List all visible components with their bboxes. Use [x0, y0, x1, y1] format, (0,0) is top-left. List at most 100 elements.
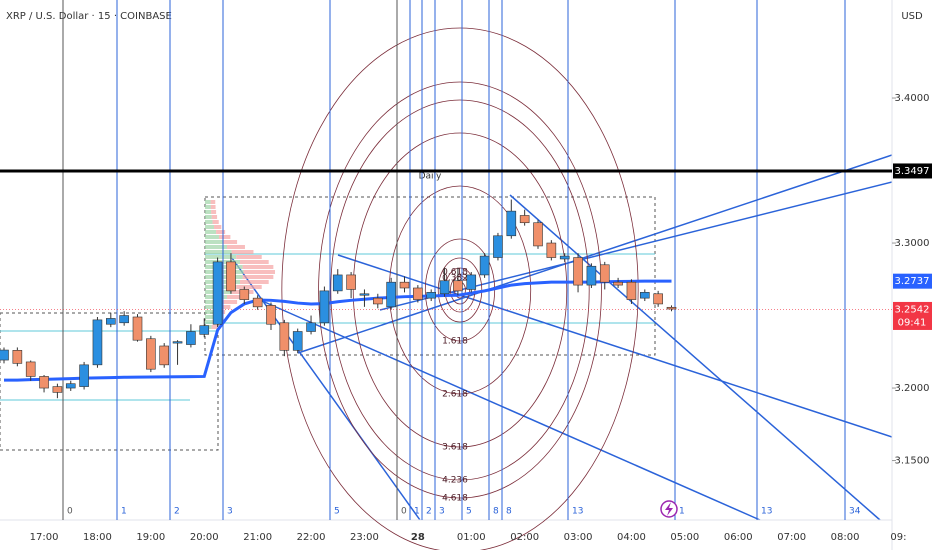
volume-profile-bar [205, 210, 212, 214]
x-tick-label: 18:00 [83, 532, 112, 543]
volume-profile-bar [205, 315, 214, 319]
fib-time-label: 0 [401, 507, 407, 517]
y-tick-label: 3.4000 [895, 93, 930, 104]
fib-circle [318, 81, 602, 499]
volume-profile-bar [205, 220, 213, 224]
candle-body [12, 350, 23, 364]
volume-profile-bar [213, 225, 222, 229]
candle-body [413, 287, 423, 300]
fib-time-label: 1 [679, 507, 685, 517]
event-icon [665, 502, 673, 516]
fib-time-label: 13 [572, 507, 583, 517]
fib-time-label: 1 [414, 507, 420, 517]
candle-body [399, 281, 410, 289]
candle-body [92, 319, 103, 366]
candle-body [266, 305, 276, 325]
candle-body [119, 315, 129, 324]
fib-circle [450, 275, 470, 305]
fib-circle-label: 3.618 [442, 443, 468, 453]
fib-time-label: 34 [849, 507, 861, 517]
x-tick-label: 07:00 [777, 532, 806, 543]
candle-body [653, 293, 663, 305]
volume-profile-bar [205, 205, 211, 209]
fib-time-label: 2 [426, 507, 432, 517]
candle-body [52, 386, 63, 393]
candle-body [65, 383, 76, 389]
volume-profile-bar [210, 205, 216, 209]
volume-profile-bar [205, 255, 237, 259]
volume-profile-bar [222, 300, 238, 304]
candle-body [319, 290, 330, 324]
price-label: 3.2542 [895, 304, 930, 315]
x-tick-label: 28 [411, 532, 425, 543]
candle-body [586, 265, 597, 286]
volume-profile-bar [210, 200, 216, 204]
candle-body [0, 349, 9, 361]
volume-profile-bar [216, 230, 226, 234]
volume-profile-bar [236, 285, 262, 289]
candle-body [453, 280, 463, 292]
candle-body [506, 210, 517, 237]
fib-circle-label: 4.236 [442, 476, 468, 486]
candle-body [252, 297, 263, 308]
volume-profile-bar [205, 310, 217, 314]
candle-body [146, 338, 156, 370]
y-tick-label: 3.2000 [895, 383, 930, 394]
candle-body [79, 364, 89, 387]
volume-profile-bar [205, 305, 219, 309]
volume-profile-bar [240, 260, 269, 264]
volume-profile-bar [205, 215, 212, 219]
fib-circle-label: 0.618 [442, 268, 468, 278]
fib-circle-label: 2.618 [442, 390, 468, 400]
fib-time-label: 5 [334, 507, 340, 517]
candle-body [159, 345, 169, 366]
volume-profile-bar [205, 320, 213, 324]
candle-body [519, 215, 530, 224]
fib-circle-label: 4.618 [442, 494, 468, 504]
candle-body [132, 316, 143, 341]
volume-profile-bar [205, 265, 243, 269]
trend-line [259, 299, 761, 521]
drawing-label: Daily [419, 172, 442, 182]
fib-time-label: 13 [761, 507, 772, 517]
volume-profile-bar [205, 240, 223, 244]
volume-profile-bar [236, 255, 262, 259]
fib-circle-label: 1.618 [442, 337, 468, 347]
candle-body [372, 297, 383, 305]
volume-profile-bar [243, 270, 275, 274]
trend-line [509, 194, 881, 521]
volume-profile-bar [218, 235, 231, 239]
fib-time-label: 3 [227, 507, 233, 517]
candle-body [359, 293, 370, 296]
volume-profile-bar [226, 295, 245, 299]
volume-profile-bar [226, 245, 245, 249]
candle-body [559, 255, 570, 260]
volume-profile-bar [242, 265, 274, 269]
fib-time-label: 8 [506, 507, 512, 517]
x-tick-label: 20:00 [190, 532, 219, 543]
candle-body [613, 281, 623, 286]
x-tick-label: 21:00 [243, 532, 272, 543]
candle-body [573, 257, 583, 286]
candle-body [426, 292, 437, 299]
y-tick-label: 3.1500 [895, 456, 930, 467]
y-tick-label: 3.3000 [895, 238, 930, 249]
fib-circle [352, 132, 568, 448]
candle-body [546, 242, 557, 258]
candle-body [493, 235, 503, 258]
volume-profile-bar [205, 245, 227, 249]
x-tick-label: 17:00 [30, 532, 59, 543]
candle-body [639, 292, 650, 299]
volume-profile-bar [205, 270, 244, 274]
volume-profile-bar [211, 325, 218, 329]
price-label: 3.2737 [895, 276, 930, 287]
price-label-box [893, 273, 932, 289]
fib-circle [330, 99, 590, 481]
candle-body [626, 281, 637, 300]
volume-profile-bar [211, 215, 218, 219]
x-tick-label: 02:00 [510, 532, 539, 543]
price-label-box [893, 163, 932, 179]
fib-time-label: 2 [174, 507, 180, 517]
x-tick-label: 06:00 [724, 532, 753, 543]
